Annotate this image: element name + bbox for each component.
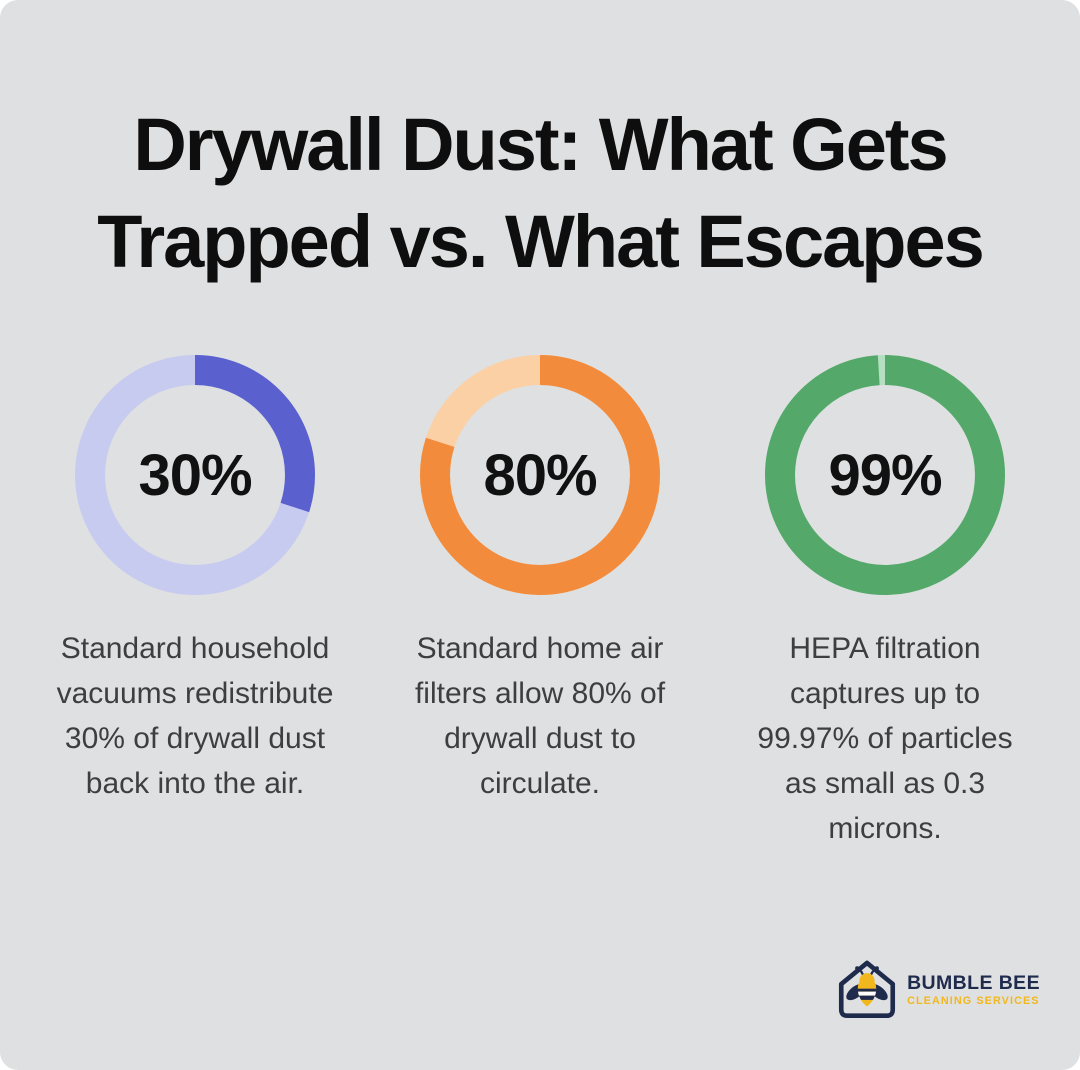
donut-ring-hepa: [765, 355, 1005, 595]
bumble-bee-logo: BUMBLE BEE CLEANING SERVICES: [834, 957, 1040, 1023]
donut-value-label: 80%: [483, 442, 597, 508]
donut-value-label: 99%: [828, 442, 942, 508]
donut-charts-row: 30% 80% 99%: [0, 355, 1080, 595]
caption-air-filters: Standard home air filters allow 80% of d…: [414, 632, 666, 800]
captions-row: Standard household vacuums redistribute …: [23, 626, 1058, 851]
page-title-line1: Drywall Dust: What Gets: [133, 103, 948, 186]
donut-chart-air-filters: 80%: [420, 355, 660, 595]
donut-chart-vacuums: 30%: [75, 355, 315, 595]
brand-tagline: CLEANING SERVICES: [907, 995, 1040, 1007]
brand-name: BUMBLE BEE: [907, 972, 1040, 994]
house-outline: [839, 960, 896, 1019]
page-title-line2: Trapped vs. What Escapes: [97, 200, 985, 283]
page-title: Drywall Dust: What Gets Trapped vs. What…: [0, 96, 1080, 290]
caption-col-hepa: HEPA filtration captures up to 99.97% of…: [713, 626, 1058, 851]
caption-hepa: HEPA filtration captures up to 99.97% of…: [757, 632, 1013, 845]
donut-ring-vacuums: [75, 355, 315, 595]
caption-col-air-filters: Standard home air filters allow 80% of d…: [368, 626, 713, 851]
caption-vacuums: Standard household vacuums redistribute …: [56, 632, 334, 800]
donut-value-label: 30%: [138, 442, 252, 508]
bee-in-house-icon: [834, 957, 900, 1023]
donut-chart-hepa: 99%: [765, 355, 1005, 595]
donut-ring-air-filters: [420, 355, 660, 595]
logo-text: BUMBLE BEE CLEANING SERVICES: [907, 972, 1040, 1008]
caption-col-vacuums: Standard household vacuums redistribute …: [23, 626, 368, 851]
